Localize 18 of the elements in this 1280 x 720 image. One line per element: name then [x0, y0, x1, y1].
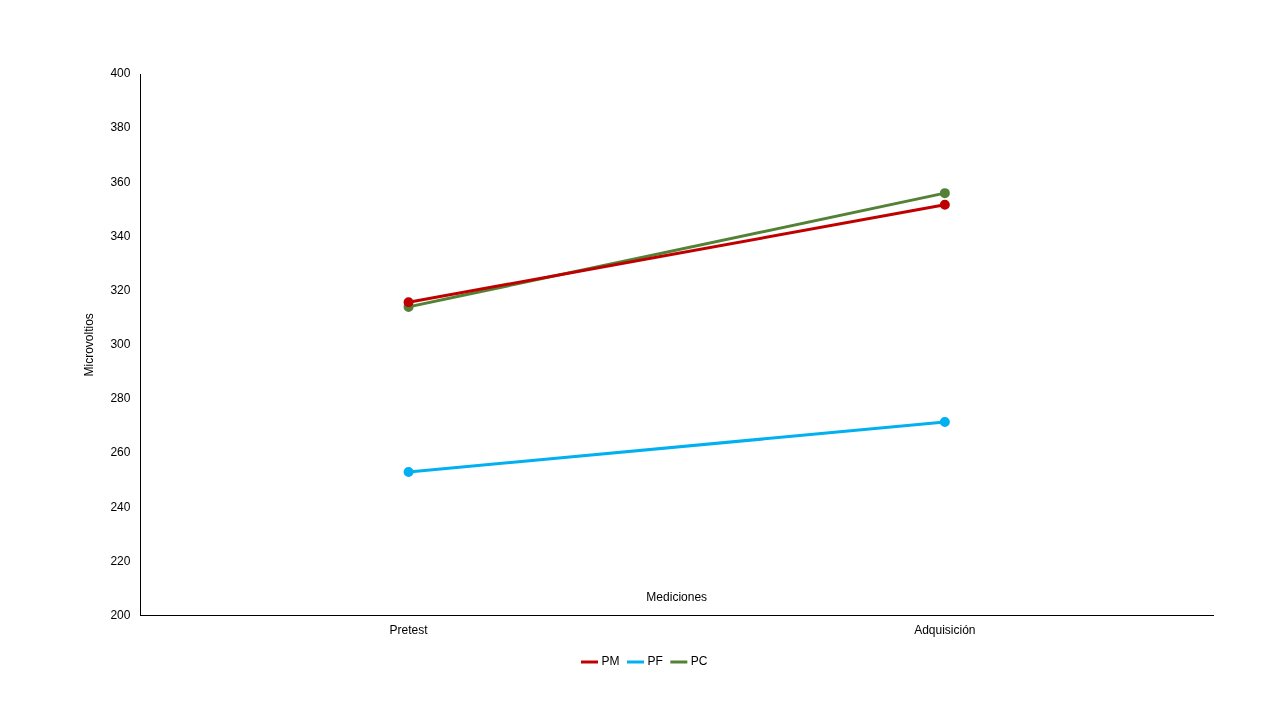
y-tick-label: 320 [110, 282, 131, 297]
y-tick-label: 400 [110, 66, 131, 81]
y-tick-label: 220 [110, 553, 131, 568]
x-tick-label: Adquisición [914, 623, 976, 638]
y-tick-label: 300 [110, 337, 131, 352]
y-tick-label: 280 [110, 391, 131, 406]
y-tick-label: 260 [110, 445, 131, 460]
legend-label: PC [690, 654, 708, 669]
y-tick-label: 340 [110, 228, 131, 243]
y-axis-title: Microvoltios [81, 313, 96, 377]
x-tick-label: Pretest [389, 623, 429, 638]
y-tick-label: 360 [110, 174, 131, 189]
x-axis-title: Mediciones [646, 589, 708, 604]
y-tick-label: 240 [110, 499, 131, 514]
legend-label: PM [601, 654, 620, 669]
legend-label: PF [647, 654, 663, 669]
y-tick-label: 380 [110, 120, 131, 135]
y-tick-label: 200 [110, 607, 131, 622]
